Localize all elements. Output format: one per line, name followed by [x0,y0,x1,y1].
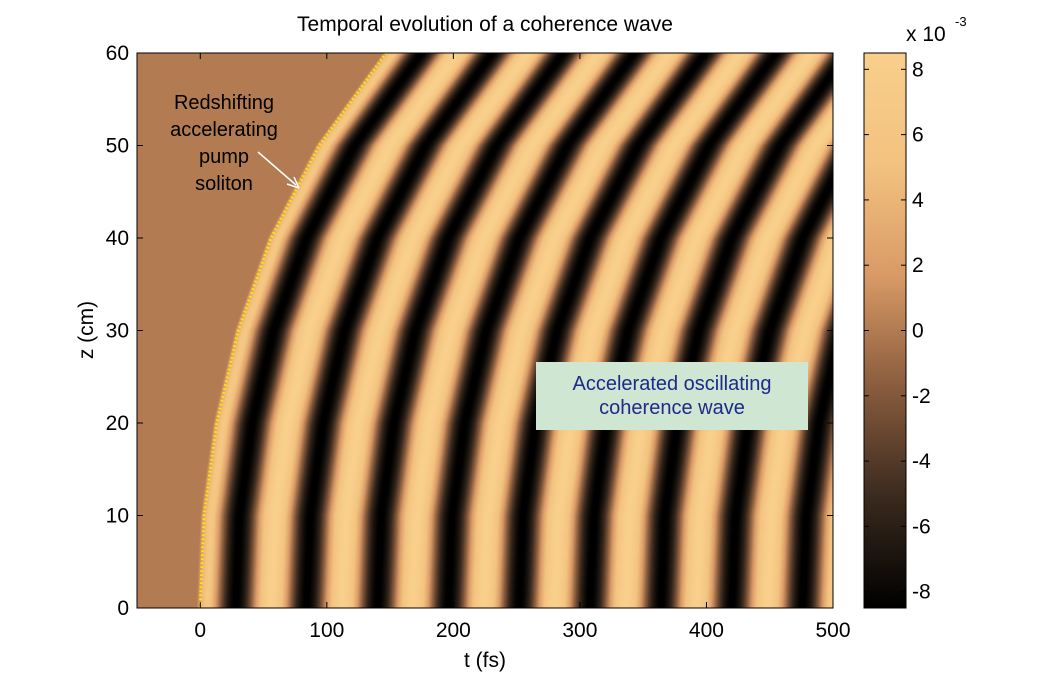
colorbar-tick-label: 2 [912,254,924,277]
colorbar-tick-label: 6 [912,124,924,147]
x-tick-marks [199,53,834,608]
colorbar-tick-label: 0 [912,320,924,343]
y-tick-label: 60 [106,42,129,65]
chart-title: Temporal evolution of a coherence wave [297,13,673,36]
x-tick-label: 100 [309,619,344,642]
x-tick-labels: 0 100 200 300 400 500 [194,619,850,642]
y-tick-label: 0 [117,597,129,620]
heatmap-image [137,53,833,608]
y-tick-label: 10 [106,505,129,528]
soliton-arrow-shaft [257,151,297,186]
soliton-label-line: accelerating [170,119,278,141]
y-axis-label: z (cm) [75,301,98,359]
soliton-label-line: pump [199,146,249,168]
colorbar-tick-label: -4 [912,450,931,473]
x-tick-label: 0 [194,619,206,642]
y-tick-label: 40 [106,227,129,250]
soliton-label-line: soliton [195,173,253,195]
soliton-trajectory-line [198,52,388,609]
soliton-label-line: Redshifting [174,92,274,114]
y-tick-label: 50 [106,135,129,158]
y-tick-marks [137,52,833,609]
colorbar-tick-label: 4 [912,189,924,212]
soliton-annotation: Redshifting accelerating pump soliton [170,92,300,195]
x-tick-label: 500 [815,619,850,642]
y-tick-labels: 0 10 20 30 40 50 60 [106,42,129,620]
x-axis-label: t (fs) [464,649,506,672]
plot-area [136,52,834,609]
soliton-arrow-head [286,176,300,189]
wave-annotation-box: Accelerated oscillating coherence wave [536,362,808,430]
x-tick-label: 400 [689,619,724,642]
y-tick-label: 20 [106,412,129,435]
wave-annotation-line: coherence wave [599,397,745,419]
colorbar-tick-label: -8 [912,581,931,604]
x-tick-label: 200 [436,619,471,642]
colorbar-tick-label: 8 [912,58,924,81]
colorbar-tick-label: -2 [912,385,931,408]
colorbar-exponent-power: -3 [955,14,967,29]
colorbar-tick-label: -6 [912,515,931,538]
x-tick-label: 300 [562,619,597,642]
colorbar-tick-labels: 8 6 4 2 0 -2 -4 -6 -8 [912,58,931,603]
colorbar-ticks [864,68,906,593]
colorbar-exponent-base: x 10 [906,23,946,46]
wave-annotation-line: Accelerated oscillating [572,373,772,395]
y-tick-label: 30 [106,320,129,343]
colorbar-gradient [864,53,906,608]
colorbar: 8 6 4 2 0 -2 -4 -6 -8 x 10 -3 [863,14,967,609]
